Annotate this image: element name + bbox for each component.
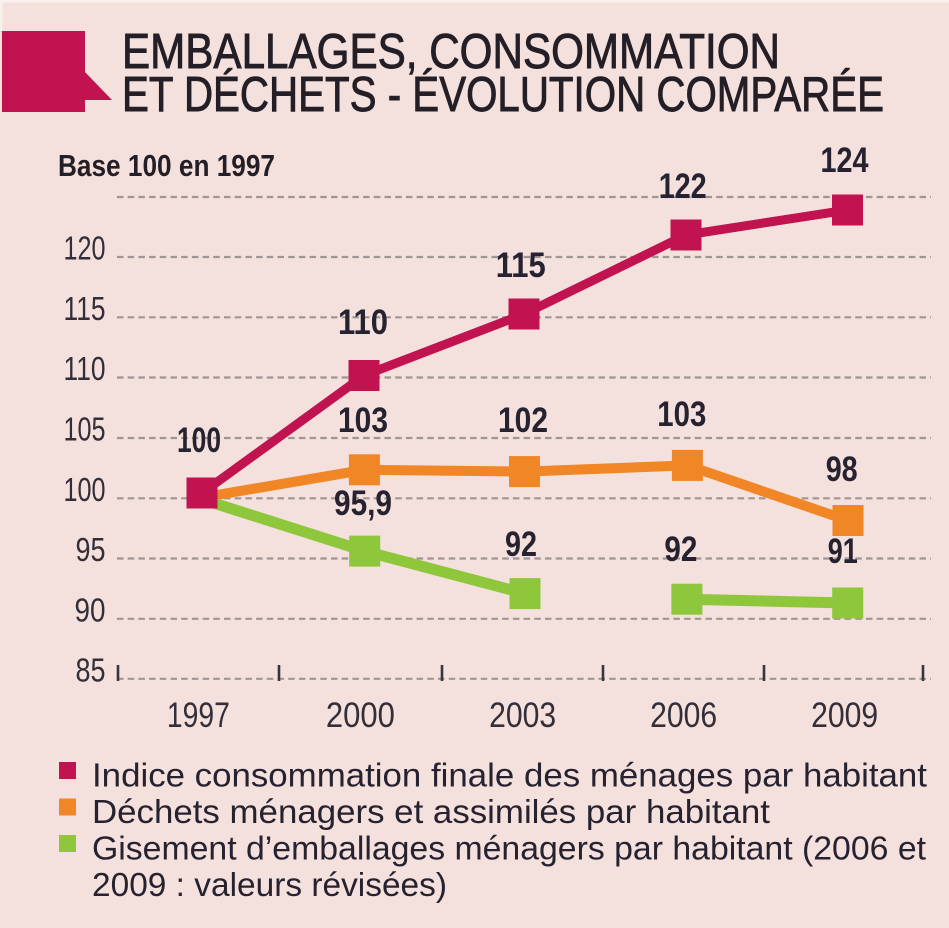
svg-text:103: 103 (338, 401, 388, 440)
svg-text:2006: 2006 (650, 696, 717, 735)
svg-text:1997: 1997 (167, 696, 230, 735)
svg-text:98: 98 (826, 450, 858, 489)
svg-text:ET DÉCHETS - ÉVOLUTION COMPARÉ: ET DÉCHETS - ÉVOLUTION COMPARÉE (122, 68, 884, 122)
svg-text:122: 122 (659, 167, 707, 206)
svg-text:Déchets ménagers et assimilés: Déchets ménagers et assimilés par habita… (92, 793, 770, 830)
svg-text:2000: 2000 (326, 696, 395, 735)
svg-text:102: 102 (498, 401, 548, 440)
svg-text:103: 103 (657, 395, 706, 434)
svg-text:95: 95 (76, 531, 106, 568)
svg-text:115: 115 (496, 246, 546, 285)
svg-text:90: 90 (75, 591, 106, 628)
svg-text:2003: 2003 (489, 696, 556, 735)
svg-text:92: 92 (664, 530, 697, 569)
svg-text:2009 : valeurs révisées): 2009 : valeurs révisées) (92, 866, 447, 903)
svg-text:Base 100 en 1997: Base 100 en 1997 (58, 148, 275, 183)
svg-text:110: 110 (338, 303, 388, 342)
svg-text:92: 92 (505, 525, 537, 564)
svg-text:Indice consommation finale des: Indice consommation finale des ménages p… (92, 757, 927, 794)
svg-text:100: 100 (177, 421, 221, 460)
svg-text:115: 115 (64, 290, 106, 327)
svg-text:85: 85 (76, 651, 106, 688)
svg-text:100: 100 (64, 471, 106, 508)
svg-text:124: 124 (821, 141, 869, 180)
svg-text:120: 120 (64, 230, 106, 267)
svg-text:EMBALLAGES, CONSOMMATION: EMBALLAGES, CONSOMMATION (122, 25, 780, 79)
svg-text:Gisement d’emballages ménagers: Gisement d’emballages ménagers par habit… (92, 830, 926, 867)
svg-text:91: 91 (828, 532, 858, 571)
svg-text:2009: 2009 (811, 696, 878, 735)
svg-text:110: 110 (64, 350, 106, 387)
svg-text:105: 105 (64, 411, 106, 448)
svg-text:95,9: 95,9 (334, 484, 392, 523)
